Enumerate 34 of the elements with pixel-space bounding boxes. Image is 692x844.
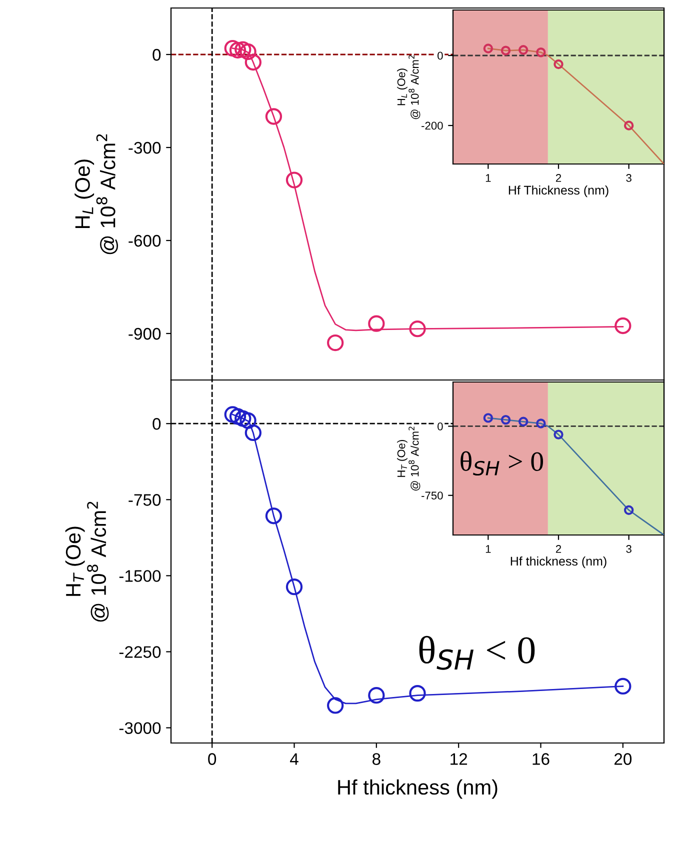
x-axis-title: Hf thickness (nm) [338,779,498,799]
x-axis-title: Hf thickness (nm) [510,556,606,568]
y-tick-label: -750 [422,492,443,500]
x-tick-label: 1 [486,174,491,182]
x-tick-label: 2 [556,174,562,182]
y-tick-label: 0 [152,48,161,61]
x-axis-title: Hf Thickness (nm) [508,185,608,198]
y-tick-label: -300 [128,142,161,154]
annotation: θ$_{SH}$ > 0 [460,451,544,476]
x-tick-label: 1 [486,545,491,553]
y-tick-label: 0 [438,52,443,60]
y-axis-title: H$_{L}$ (Oe) @ 10$^{8}$ A/cm$^{2}$ [397,55,420,120]
y-axis-title: H$_{T}$ (Oe) @ 10$^{8}$ A/cm$^{2}$ [397,426,420,491]
x-tick-label: 16 [532,753,550,765]
x-tick-label: 3 [626,174,632,182]
x-tick-label: 20 [614,753,632,765]
y-tick-label: -200 [422,122,443,130]
y-axis-title: H$_{L}$ (Oe) @ 10$^{8}$ A/cm$^{2}$ [74,134,118,254]
y-tick-label: -3000 [119,722,161,734]
y-tick-label: 0 [152,418,161,430]
y-tick-label: -1500 [119,570,161,582]
y-axis-title: H$_{T}$ (Oe) @ 10$^{8}$ A/cm$^{2}$ [65,502,109,622]
y-tick-label: -600 [128,234,161,247]
y-tick-label: -750 [128,494,161,506]
y-tick-label: -900 [128,328,161,340]
x-tick-label: 2 [556,545,562,553]
x-tick-label: 4 [290,753,298,765]
annotation: θ$_{SH}$ < 0 [419,636,535,670]
x-tick-label: 3 [626,545,632,553]
x-tick-label: 0 [208,753,216,765]
x-tick-label: 12 [450,753,468,765]
y-tick-label: 0 [438,422,443,430]
y-tick-label: -2250 [119,646,161,658]
x-tick-label: 8 [372,753,380,765]
